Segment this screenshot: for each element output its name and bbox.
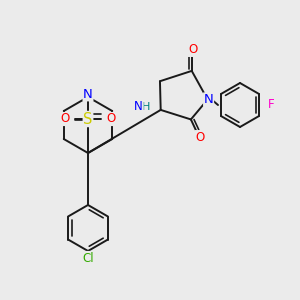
Text: H: H xyxy=(142,102,150,112)
Text: N: N xyxy=(83,88,93,100)
Text: O: O xyxy=(106,112,116,125)
Text: N: N xyxy=(204,93,214,106)
Text: N: N xyxy=(134,100,143,113)
Text: O: O xyxy=(60,112,70,125)
Text: S: S xyxy=(83,112,93,127)
Text: O: O xyxy=(188,44,197,56)
Text: Cl: Cl xyxy=(82,251,94,265)
Text: O: O xyxy=(195,130,204,144)
Text: F: F xyxy=(268,98,274,112)
